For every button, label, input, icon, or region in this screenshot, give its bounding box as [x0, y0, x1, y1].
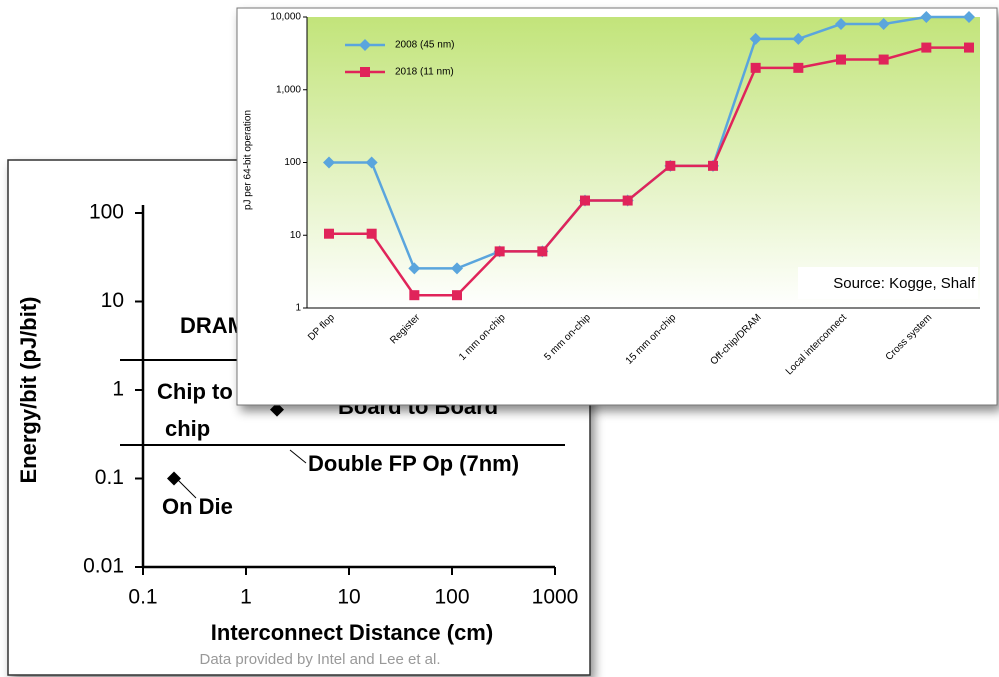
marker	[921, 42, 932, 53]
point	[270, 402, 285, 417]
marker	[452, 290, 462, 301]
y-tick-label: 100	[89, 201, 124, 224]
y-tick-label: 1	[295, 303, 301, 314]
legend-label: 2018 (11 nm)	[395, 67, 454, 78]
legend-label: 2008 (45 nm)	[395, 40, 454, 51]
marker	[365, 156, 378, 169]
marker	[835, 18, 847, 31]
y-tick-label: 10	[101, 289, 124, 312]
marker	[324, 228, 334, 239]
marker	[408, 262, 421, 275]
x-tick-label: 100	[434, 586, 469, 609]
annotation-box	[798, 267, 978, 299]
marker	[622, 195, 633, 206]
annotation: chip	[165, 416, 210, 441]
marker	[409, 290, 420, 301]
marker	[749, 32, 762, 45]
marker	[920, 11, 933, 23]
x-tick-label: 1	[240, 586, 252, 609]
marker	[964, 42, 974, 53]
x-tick-label: 0.1	[128, 586, 157, 609]
marker	[708, 160, 718, 171]
annotation: Chip to	[157, 379, 233, 404]
y-axis-label: pJ per 64-bit operation	[243, 110, 254, 210]
plot-area	[307, 17, 980, 308]
y-tick-label: 10	[290, 230, 302, 241]
marker	[537, 246, 548, 257]
marker	[877, 18, 890, 31]
marker	[360, 67, 370, 77]
leader	[177, 479, 197, 499]
y-tick-label: 1	[112, 378, 124, 401]
series-line	[329, 46, 969, 297]
y-tick-label: 1,000	[276, 84, 301, 95]
marker	[963, 11, 975, 23]
annotation: On Die	[162, 494, 233, 519]
y-axis-label: Energy/bit (pJ/bit)	[16, 297, 41, 484]
y-tick-label: 0.01	[83, 555, 124, 578]
marker	[665, 160, 676, 171]
marker	[750, 62, 761, 73]
x-tick-label: 10	[337, 586, 360, 609]
marker	[878, 54, 889, 65]
y-tick-label: 10,000	[270, 12, 301, 23]
front-chart: pJ per 64-bit operation 10,000 1,000 100 10…	[236, 7, 998, 406]
marker	[366, 228, 377, 239]
annotation: DRAM	[180, 313, 246, 338]
marker	[793, 62, 804, 73]
x-axis-label: Interconnect Distance (cm)	[211, 620, 493, 645]
y-tick-label: 100	[284, 157, 301, 168]
y-tick-label: 0.1	[95, 466, 124, 489]
marker	[580, 195, 590, 206]
marker	[792, 32, 805, 45]
x-tick-label: 1000	[532, 586, 579, 609]
annotation: Double FP Op (7nm)	[308, 451, 519, 476]
point	[167, 471, 182, 486]
marker	[494, 246, 505, 257]
marker	[359, 39, 371, 51]
leader	[289, 449, 307, 464]
marker	[836, 54, 846, 65]
marker	[451, 262, 463, 275]
marker	[323, 156, 335, 169]
annotation: Source: Kogge, Shalf	[833, 275, 976, 292]
footer: Data provided by Intel and Lee et al.	[200, 651, 441, 668]
